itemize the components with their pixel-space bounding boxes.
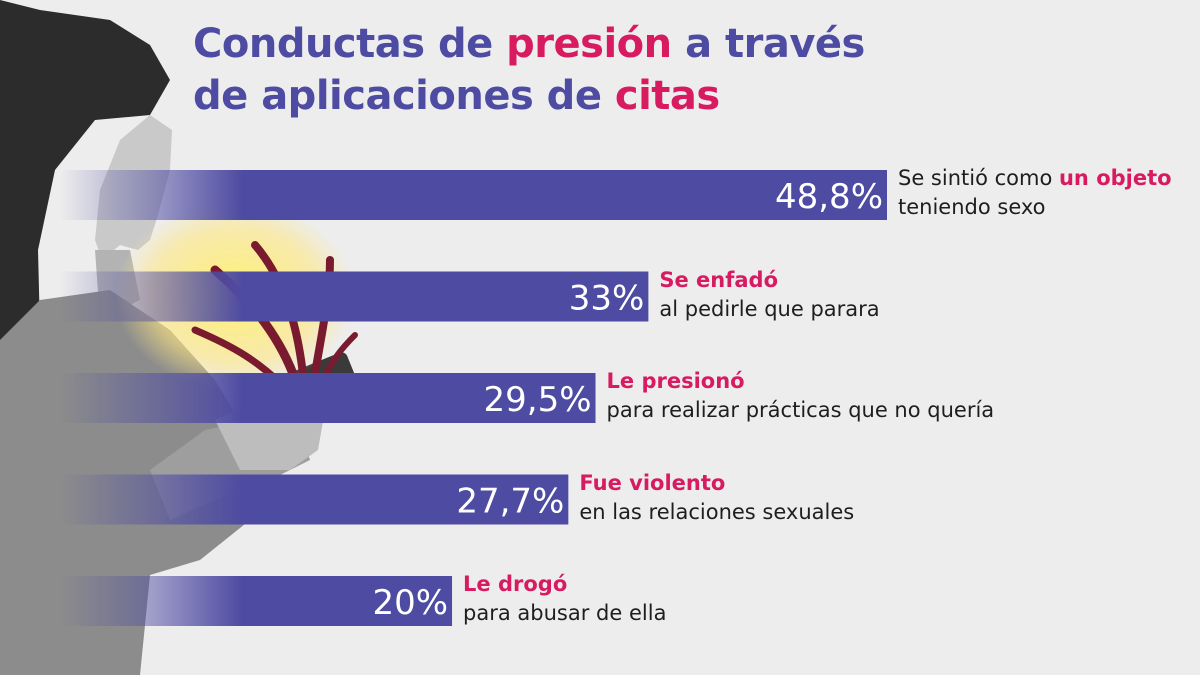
chart-title-highlight: citas: [614, 73, 720, 119]
chart-title-line-1: Conductas de presión a través: [193, 18, 865, 70]
bar-category-label-line: Fue violento: [579, 469, 854, 498]
bar-category-label-line: en las relaciones sexuales: [579, 498, 854, 527]
bar-category-text: teniendo sexo: [898, 195, 1046, 219]
bar-category-text: para abusar de ella: [463, 601, 667, 625]
chart-title-highlight: presión: [506, 21, 672, 67]
bar-category-label: Le drogó para abusar de ella: [463, 570, 666, 628]
bar-chart: 48,8% 33% 29,5% 27,7% 20%: [60, 170, 887, 626]
bar-category-highlight: Le drogó: [463, 572, 568, 596]
bar-value-label: 29,5%: [484, 380, 592, 420]
bar-category-text: en las relaciones sexuales: [579, 499, 855, 524]
bar-category-highlight: Le presionó: [606, 369, 745, 393]
bar-category-label: Le presionó para realizar prácticas que n…: [607, 367, 995, 425]
bar-category-highlight: Se enfadó: [659, 267, 779, 292]
chart-title-part: a través: [671, 21, 865, 67]
bar-category-label-line: teniendo sexo: [898, 193, 1172, 222]
bar-value-label: 27,7%: [456, 482, 564, 522]
bar-category-text: al pedirle que parara: [659, 296, 880, 321]
chart-title-part: Conductas de: [193, 21, 507, 67]
chart-title-part: de aplicaciones de: [193, 73, 615, 119]
bar-category-label: Se sintió como un objeto teniendo sexo: [898, 164, 1172, 222]
bar-category-label: Se enfadó al pedirle que parara: [659, 266, 879, 324]
chart-title-line-2: de aplicaciones de citas: [193, 70, 865, 122]
bar-value-label: 20%: [372, 583, 448, 623]
bar-category-text: Se sintió como: [898, 166, 1059, 190]
bar: [60, 474, 569, 525]
bar: [60, 373, 596, 423]
bar-category-label-line: al pedirle que parara: [659, 295, 879, 324]
bar-value-label: 33%: [569, 279, 645, 319]
bar-category-label-line: Le presionó: [607, 367, 995, 396]
bar: [60, 271, 649, 322]
chart-title: Conductas de presión a través de aplicac…: [193, 18, 865, 122]
bar-category-text: para realizar prácticas que no quería: [606, 398, 995, 422]
bar-category-label-line: Se enfadó: [659, 266, 879, 295]
bar-value-label: 48,8%: [775, 177, 883, 217]
bar-category-label-line: Se sintió como un objeto: [898, 164, 1172, 193]
bar-category-highlight: un objeto: [1058, 166, 1172, 190]
bar: [60, 576, 453, 626]
bar-category-label-line: para abusar de ella: [463, 599, 666, 628]
bar-category-label: Fue violento en las relaciones sexuales: [579, 469, 854, 527]
bar-category-label-line: Le drogó: [463, 570, 666, 599]
bar-category-highlight: Fue violento: [579, 470, 726, 495]
bar: [60, 170, 887, 220]
bar-category-label-line: para realizar prácticas que no quería: [607, 396, 995, 425]
